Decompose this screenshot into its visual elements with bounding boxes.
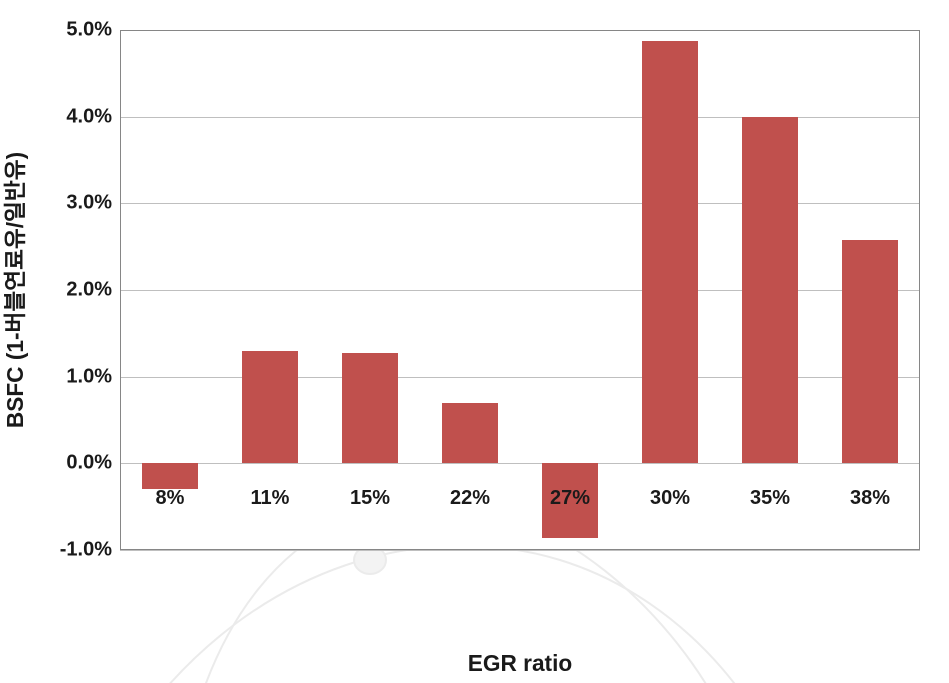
y-tick-label: 2.0% [66,279,120,302]
x-axis-title: EGR ratio [468,650,573,677]
x-tick-label: 22% [450,487,490,510]
x-tick-label: 27% [550,487,590,510]
bar [642,41,698,463]
gridline [120,117,920,118]
y-tick-label: -1.0% [60,539,120,562]
gridline [120,290,920,291]
chart-container: -1.0% 0.0% 1.0% 2.0% 3.0% 4.0% 5.0% 8% 11% 15% 22%… [0,0,949,683]
gridline [120,203,920,204]
gridline [120,550,920,551]
x-tick-label: 8% [156,487,185,510]
x-tick-label: 15% [350,487,390,510]
y-tick-label: 4.0% [66,105,120,128]
y-tick-label: 0.0% [66,452,120,475]
x-tick-label: 30% [650,487,690,510]
x-tick-label: 35% [750,487,790,510]
bar [142,463,198,489]
bar [442,403,498,464]
y-tick-label: 5.0% [66,19,120,42]
plot-area: -1.0%0.0%1.0%2.0%3.0%4.0%5.0%8%11%15%22%… [120,30,920,550]
bar [742,117,798,464]
x-tick-label: 11% [251,487,290,510]
gridline [120,377,920,378]
y-tick-label: 3.0% [66,192,120,215]
bar [242,351,298,464]
gridline [120,463,920,464]
bar [842,240,898,464]
gridline [120,30,920,31]
x-tick-label: 38% [850,487,890,510]
bar [342,353,398,463]
y-axis-title: BSFC (1-버블연료유/일반유) [0,152,30,428]
y-tick-label: 1.0% [66,365,120,388]
